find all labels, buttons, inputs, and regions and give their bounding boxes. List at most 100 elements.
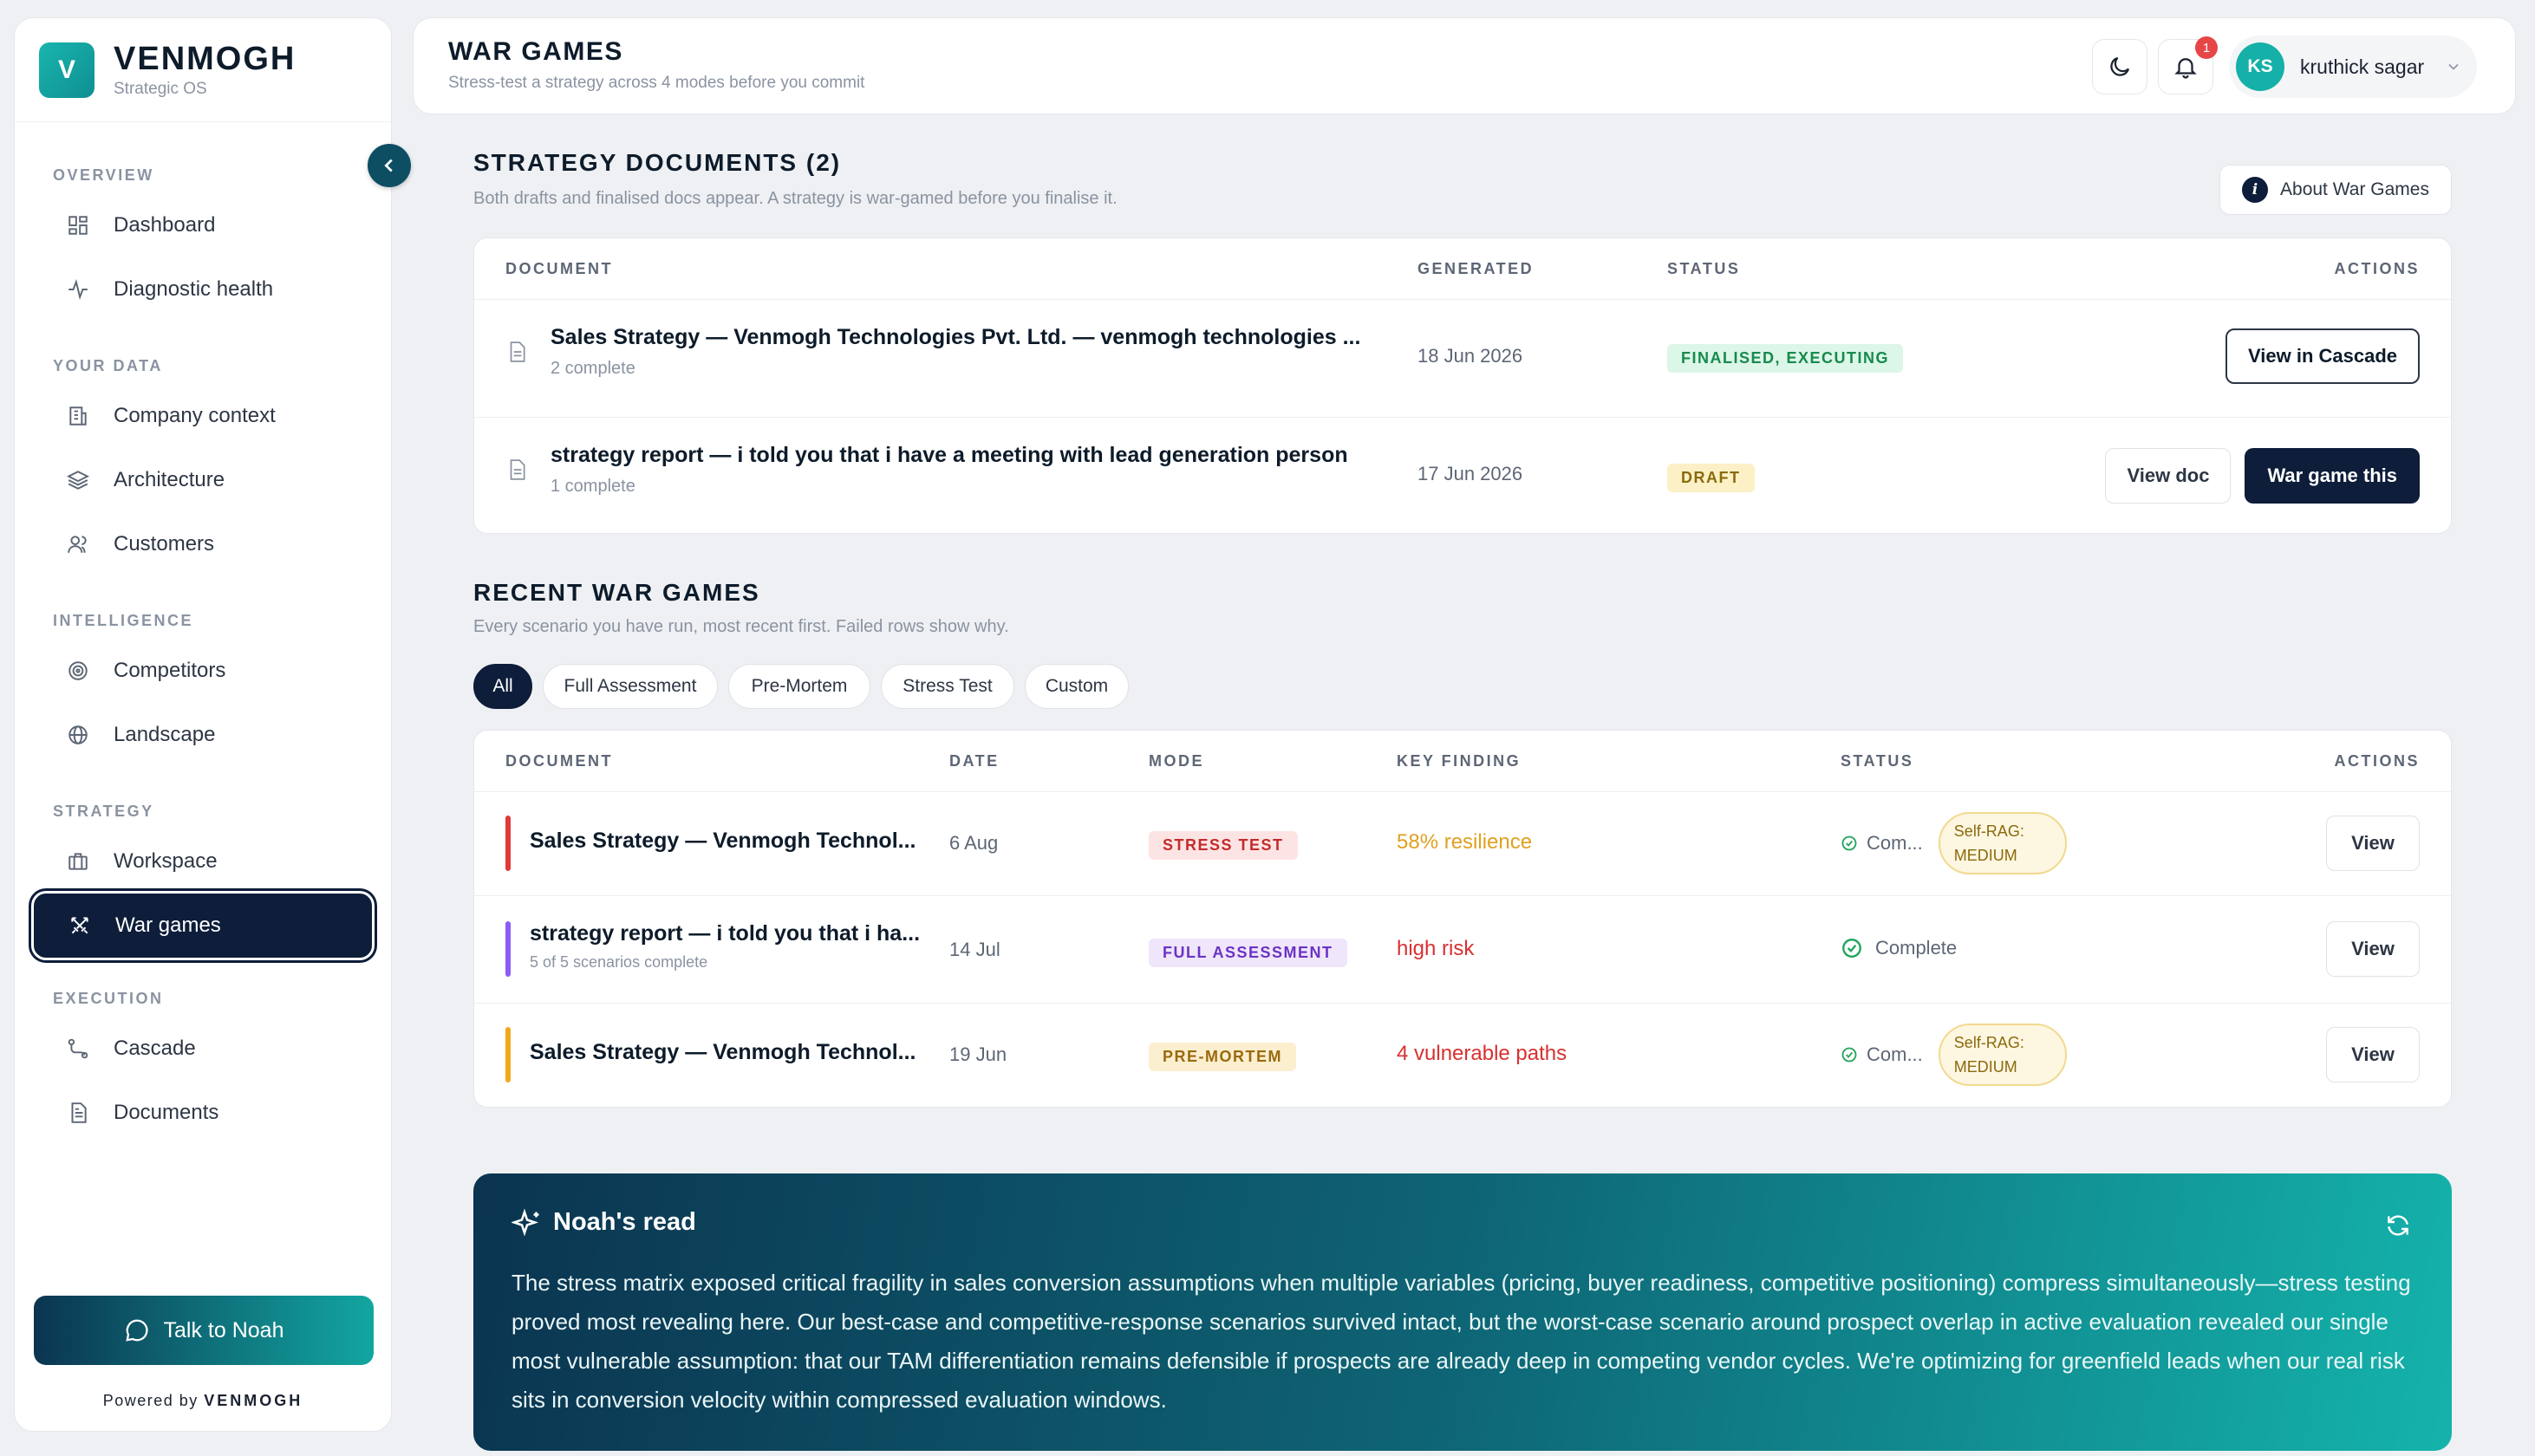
- swords-icon: [67, 913, 93, 939]
- mode-accent-bar: [505, 816, 511, 871]
- table-row[interactable]: strategy report — i told you that i ha..…: [530, 921, 920, 972]
- sidebar-item-war-games[interactable]: War games: [34, 894, 372, 958]
- view-in-cascade-button[interactable]: View in Cascade: [2225, 328, 2420, 384]
- war-game-this-button[interactable]: War game this: [2245, 448, 2420, 504]
- sidebar-item-dashboard[interactable]: Dashboard: [30, 193, 375, 257]
- refresh-icon[interactable]: [2384, 1212, 2412, 1239]
- war-game-doc-title: Sales Strategy — Venmogh Technol...: [530, 829, 916, 853]
- view-button[interactable]: View: [2326, 816, 2420, 871]
- sidebar-item-landscape[interactable]: Landscape: [30, 703, 375, 767]
- brand[interactable]: V VENMOGH Strategic OS: [15, 18, 391, 122]
- info-icon: i: [2242, 177, 2269, 203]
- brand-logo: V: [39, 42, 94, 98]
- self-rag-level: MEDIUM: [1953, 1058, 2017, 1076]
- view-button[interactable]: View: [2326, 921, 2420, 977]
- view-doc-button[interactable]: View doc: [2105, 448, 2232, 504]
- sidebar-item-cascade[interactable]: Cascade: [30, 1017, 375, 1081]
- about-war-games-label: About War Games: [2280, 179, 2429, 199]
- self-rag-label: Self-RAG:: [1953, 822, 2024, 840]
- notifications-button[interactable]: 1: [2158, 36, 2218, 94]
- file-icon: [510, 341, 525, 362]
- sidebar-item-customers[interactable]: Customers: [30, 512, 375, 576]
- filter-stress-test[interactable]: Stress Test: [881, 664, 1014, 709]
- table-row[interactable]: Sales Strategy — Venmogh Technol...: [530, 1040, 916, 1065]
- col-status: STATUS: [1667, 259, 1741, 277]
- sidebar-item-label: Cascade: [114, 1037, 196, 1060]
- notification-badge: 1: [2195, 36, 2218, 59]
- war-game-date: 14 Jul: [949, 939, 1000, 960]
- col-mode: MODE: [1149, 751, 1204, 770]
- sidebar-item-company[interactable]: Company context: [30, 384, 375, 448]
- filter-all[interactable]: All: [473, 664, 532, 709]
- sidebar-item-label: Company context: [114, 404, 276, 427]
- view-button[interactable]: View: [2326, 1027, 2420, 1082]
- user-menu[interactable]: KS kruthick sagar: [2229, 36, 2477, 98]
- col-document: DOCUMENT: [505, 751, 613, 770]
- status-text: Complete: [1875, 937, 1958, 959]
- theme-toggle-button[interactable]: [2092, 39, 2147, 94]
- status-badge: DRAFT: [1667, 464, 1755, 492]
- self-rag-label: Self-RAG:: [1953, 1034, 2024, 1051]
- table-row[interactable]: strategy report — i told you that i have…: [505, 443, 1348, 497]
- sidebar-item-label: Documents: [114, 1101, 219, 1124]
- sidebar-item-label: War games: [115, 913, 221, 937]
- sidebar-item-label: Workspace: [114, 849, 218, 873]
- pulse-icon: [65, 276, 91, 302]
- key-finding: high risk: [1397, 937, 1475, 960]
- col-actions: ACTIONS: [2334, 259, 2420, 277]
- war-game-date: 6 Aug: [949, 832, 999, 854]
- filter-pre-mortem[interactable]: Pre-Mortem: [728, 664, 870, 709]
- sidebar-item-architecture[interactable]: Architecture: [30, 448, 375, 512]
- col-actions: ACTIONS: [2334, 751, 2420, 770]
- doc-date: 18 Jun 2026: [1417, 345, 1523, 367]
- sidebar-item-diagnostic[interactable]: Diagnostic health: [30, 257, 375, 322]
- user-name: kruthick sagar: [2300, 55, 2425, 78]
- table-row[interactable]: Sales Strategy — Venmogh Technol...: [530, 829, 916, 854]
- war-game-doc-title: strategy report — i told you that i ha..…: [530, 921, 921, 946]
- powered-brand: VENMOGH: [204, 1392, 303, 1409]
- col-document: DOCUMENT: [505, 259, 613, 277]
- building-icon: [65, 403, 91, 429]
- doc-date: 17 Jun 2026: [1417, 463, 1523, 484]
- target-icon: [65, 658, 91, 684]
- status-text: Com...: [1867, 832, 1923, 854]
- mode-badge: PRE-MORTEM: [1149, 1043, 1296, 1071]
- recent-war-games-subtitle: Every scenario you have run, most recent…: [473, 617, 1009, 636]
- sidebar-item-label: Customers: [114, 532, 215, 556]
- mode-badge: STRESS TEST: [1149, 831, 1298, 860]
- col-date: DATE: [949, 751, 1000, 770]
- header: WAR GAMES Stress-test a strategy across …: [413, 17, 2516, 114]
- sidebar-item-workspace[interactable]: Workspace: [30, 829, 375, 894]
- doc-title: Sales Strategy — Venmogh Technologies Pv…: [551, 325, 1361, 349]
- users-icon: [65, 531, 91, 557]
- globe-icon: [65, 722, 91, 748]
- noahs-read-panel: Noah's read The stress matrix exposed cr…: [473, 1173, 2452, 1451]
- powered-prefix: Powered by: [102, 1392, 199, 1409]
- sidebar-item-documents[interactable]: Documents: [30, 1081, 375, 1145]
- moon-icon: [2110, 56, 2130, 76]
- about-war-games-button[interactable]: i About War Games: [2219, 165, 2452, 215]
- strategy-docs-table: DOCUMENT GENERATED STATUS ACTIONS Sales …: [473, 237, 2452, 534]
- sidebar-item-competitors[interactable]: Competitors: [30, 639, 375, 703]
- key-finding: 4 vulnerable paths: [1397, 1042, 1567, 1065]
- self-rag-badge: Self-RAG: MEDIUM: [1938, 812, 2067, 874]
- chevron-left-icon: [384, 159, 393, 172]
- document-icon: [65, 1100, 91, 1126]
- nav-section-execution: EXECUTION: [53, 990, 164, 1007]
- war-game-date: 19 Jun: [949, 1043, 1007, 1065]
- filter-custom[interactable]: Custom: [1025, 664, 1129, 709]
- doc-meta: 2 complete: [551, 359, 635, 378]
- sparkle-icon: [512, 1208, 539, 1237]
- check-circle-icon: [1841, 1047, 1857, 1063]
- talk-to-noah-button[interactable]: Talk to Noah: [34, 1296, 374, 1365]
- strategy-docs-title: STRATEGY DOCUMENTS (2): [473, 149, 842, 176]
- chat-icon: [125, 1319, 147, 1342]
- filter-full-assessment[interactable]: Full Assessment: [543, 664, 718, 709]
- chevron-down-icon: [2448, 63, 2459, 70]
- doc-title: strategy report — i told you that i have…: [551, 443, 1348, 467]
- table-row[interactable]: Sales Strategy — Venmogh Technologies Pv…: [505, 325, 1360, 379]
- self-rag-badge: Self-RAG: MEDIUM: [1938, 1024, 2067, 1086]
- talk-to-noah-label: Talk to Noah: [163, 1317, 284, 1342]
- page-subtitle: Stress-test a strategy across 4 modes be…: [448, 74, 865, 92]
- collapse-sidebar-button[interactable]: [368, 144, 411, 187]
